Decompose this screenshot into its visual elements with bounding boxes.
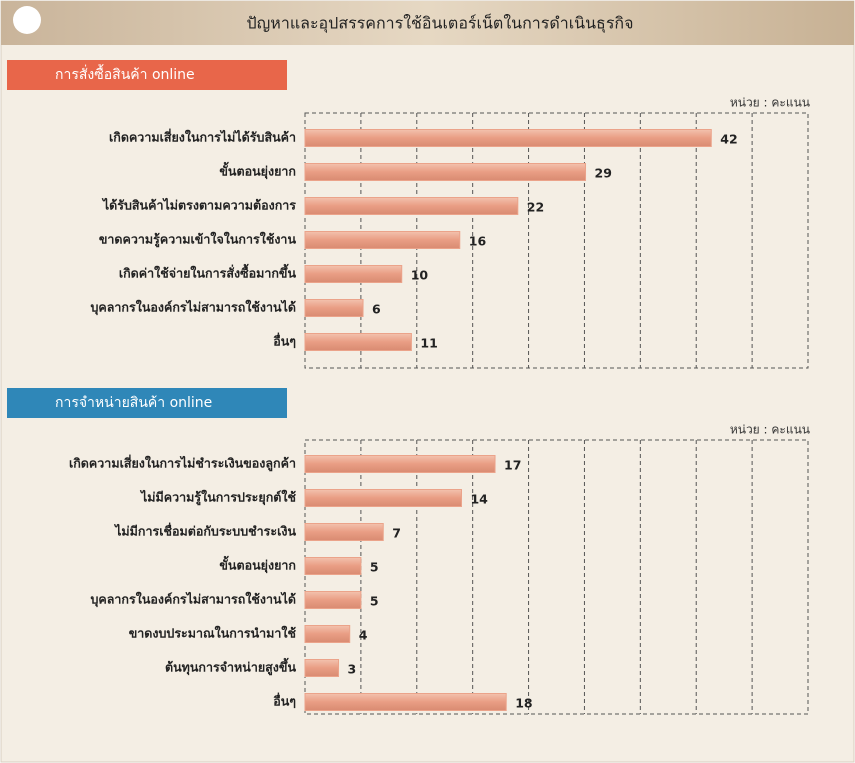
category-label: ขาดความรู้ความเข้าใจในการใช้งาน (99, 232, 297, 248)
category-label: บุคลากรในองค์กรไม่สามารถใช้งานได้ (90, 592, 296, 608)
value-label: 14 (470, 492, 488, 507)
bar (304, 299, 364, 317)
category-label: อื่นๆ (273, 693, 297, 709)
category-label: ขั้นตอนยุ่งยาก (219, 556, 296, 574)
bar (304, 557, 362, 575)
category-label: เกิดความเสี่ยงในการไม่ชำระเงินของลูกค้า (69, 455, 296, 472)
category-label: ได้รับสินค้าไม่ตรงตามความต้องการ (101, 198, 296, 213)
value-label: 5 (370, 594, 379, 609)
value-label: 42 (720, 132, 737, 147)
category-label: ไม่มีการเชื่อมต่อกับระบบชำระเงิน (113, 523, 296, 539)
bar (304, 591, 362, 609)
category-label: ไม่มีความรู้ในการประยุกต์ใช้ (139, 490, 297, 506)
title-bar (1, 1, 854, 45)
category-label: ขั้นตอนยุ่งยาก (219, 162, 296, 180)
bar (304, 265, 403, 283)
value-label: 16 (469, 234, 487, 249)
category-label: ต้นทุนการจำหน่ายสูงขึ้น (165, 658, 296, 676)
value-label: 4 (359, 628, 368, 643)
value-label: 29 (595, 166, 612, 181)
plot-frame (304, 439, 809, 715)
bar (304, 523, 384, 541)
category-label: บุคลากรในองค์กรไม่สามารถใช้งานได้ (90, 300, 296, 316)
category-label: อื่นๆ (273, 333, 297, 349)
section-header (7, 388, 287, 418)
section-header (7, 60, 287, 90)
value-label: 3 (348, 662, 357, 677)
category-label: เกิดความเสี่ยงในการไม่ได้รับสินค้า (109, 129, 296, 145)
value-label: 5 (370, 560, 379, 575)
bar (304, 197, 519, 215)
bar (304, 489, 462, 507)
page-title: ปัญหาและอุปสรรคการใช้อินเตอร์เน็ตในการดำ… (247, 13, 634, 34)
value-label: 18 (515, 696, 532, 711)
section-title: การจำหน่ายสินค้า online (55, 395, 212, 411)
unit-label: หน่วย : คะแนน (730, 423, 810, 437)
value-label: 7 (392, 526, 401, 541)
title-icon (13, 6, 41, 34)
bar (304, 231, 461, 249)
section-title: การสั่งซื้อสินค้า online (55, 64, 195, 83)
bar (304, 693, 507, 711)
bar (304, 625, 351, 643)
value-label: 17 (504, 458, 521, 473)
unit-label: หน่วย : คะแนน (730, 96, 810, 110)
value-label: 11 (420, 336, 437, 351)
bar (304, 129, 712, 147)
category-label: เกิดค่าใช้จ่ายในการสั่งซื้อมากขึ้น (119, 264, 297, 281)
bar (304, 333, 412, 351)
value-label: 6 (372, 302, 381, 317)
category-label: ขาดงบประมาณในการนำมาใช้ (129, 626, 297, 641)
bar (304, 659, 340, 677)
value-label: 22 (527, 200, 544, 215)
bar (304, 455, 496, 473)
bar (304, 163, 587, 181)
value-label: 10 (411, 268, 429, 283)
